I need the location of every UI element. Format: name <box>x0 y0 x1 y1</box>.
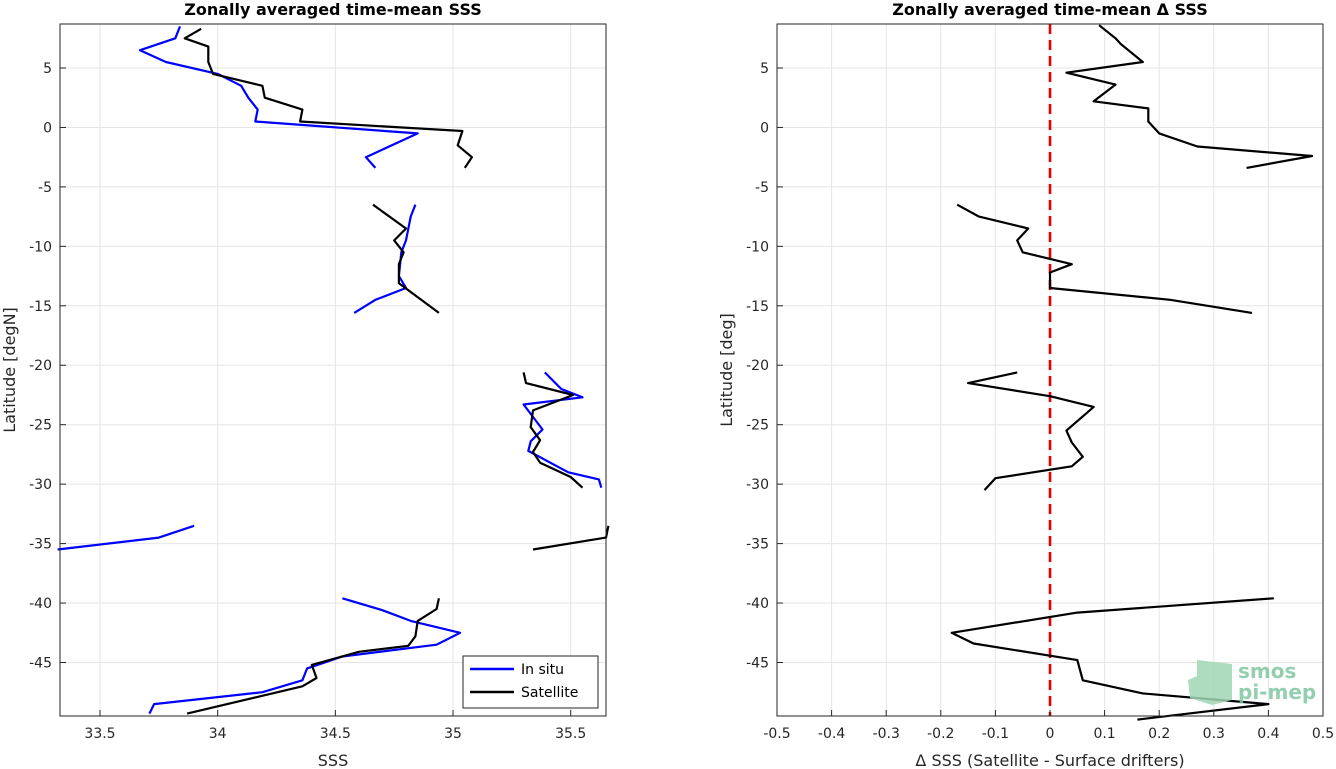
delta-sss-panel: -0.5 -0.4 -0.3 -0.2 -0.1 0 0.1 0.2 0.3 0.4 0.5 5 0 -5… <box>717 0 1334 769</box>
y-tick-label: -20 <box>746 358 769 374</box>
x-tick-label: 35.5 <box>555 726 586 742</box>
x-tick-label: -0.3 <box>873 726 900 742</box>
x-tick-label: 0 <box>1046 726 1055 742</box>
y-tick-label: -35 <box>29 537 52 553</box>
sss-chart-title: Zonally averaged time-mean SSS <box>184 0 482 19</box>
y-tick-label: 5 <box>760 61 769 77</box>
legend: In situ Satellite <box>463 656 598 708</box>
y-tick-label: -35 <box>746 537 769 553</box>
y-tick-label: -25 <box>746 418 769 434</box>
x-tick-label: 0.5 <box>1312 726 1334 742</box>
y-tick-label: 0 <box>760 120 769 136</box>
legend-satellite-label: Satellite <box>521 685 578 701</box>
sss-panel: 33.5 34 34.5 35 35.5 5 0 -5 -10 -15 -20 -25 -30 -35 -4… <box>0 0 608 769</box>
y-tick-label: -40 <box>29 596 52 612</box>
figure: 33.5 34 34.5 35 35.5 5 0 -5 -10 -15 -20 -25 -30 -35 -4… <box>0 0 1336 769</box>
y-tick-label: -15 <box>746 299 769 315</box>
x-tick-label: 34 <box>209 726 227 742</box>
y-tick-label: -30 <box>746 477 769 493</box>
y-tick-label: 0 <box>43 120 52 136</box>
x-tick-label: -0.4 <box>818 726 845 742</box>
y-tick-label: -45 <box>746 655 769 671</box>
y-tick-label: -30 <box>29 477 52 493</box>
y-tick-label: -20 <box>29 358 52 374</box>
x-tick-label: -0.1 <box>982 726 1009 742</box>
x-tick-label: 0.4 <box>1257 726 1279 742</box>
y-tick-label: -25 <box>29 418 52 434</box>
x-tick-label: 0.1 <box>1093 726 1115 742</box>
x-tick-label: 33.5 <box>84 726 115 742</box>
y-tick-label: -45 <box>29 655 52 671</box>
legend-in-situ-label: In situ <box>521 662 564 678</box>
x-tick-label: 0.2 <box>1148 726 1170 742</box>
y-tick-label: -40 <box>746 596 769 612</box>
y-tick-label: -15 <box>29 299 52 315</box>
delta-x-axis-label: Δ SSS (Satellite - Surface drifters) <box>915 751 1184 769</box>
y-tick-label: -5 <box>755 180 769 196</box>
y-tick-label: 5 <box>43 61 52 77</box>
logo-line-2: pi-mep <box>1238 680 1316 704</box>
x-tick-label: 0.3 <box>1203 726 1225 742</box>
delta-y-axis-label: Latitude [deg] <box>717 313 736 427</box>
x-tick-label: -0.5 <box>763 726 790 742</box>
y-tick-label: -5 <box>38 180 52 196</box>
sss-x-axis-label: SSS <box>318 751 348 769</box>
x-tick-label: 34.5 <box>320 726 351 742</box>
sss-y-axis-label: Latitude [degN] <box>0 307 19 433</box>
x-tick-label: -0.2 <box>927 726 954 742</box>
y-tick-label: -10 <box>746 239 769 255</box>
y-tick-label: -10 <box>29 239 52 255</box>
x-tick-label: 35 <box>444 726 462 742</box>
delta-chart-title: Zonally averaged time-mean Δ SSS <box>892 0 1208 19</box>
